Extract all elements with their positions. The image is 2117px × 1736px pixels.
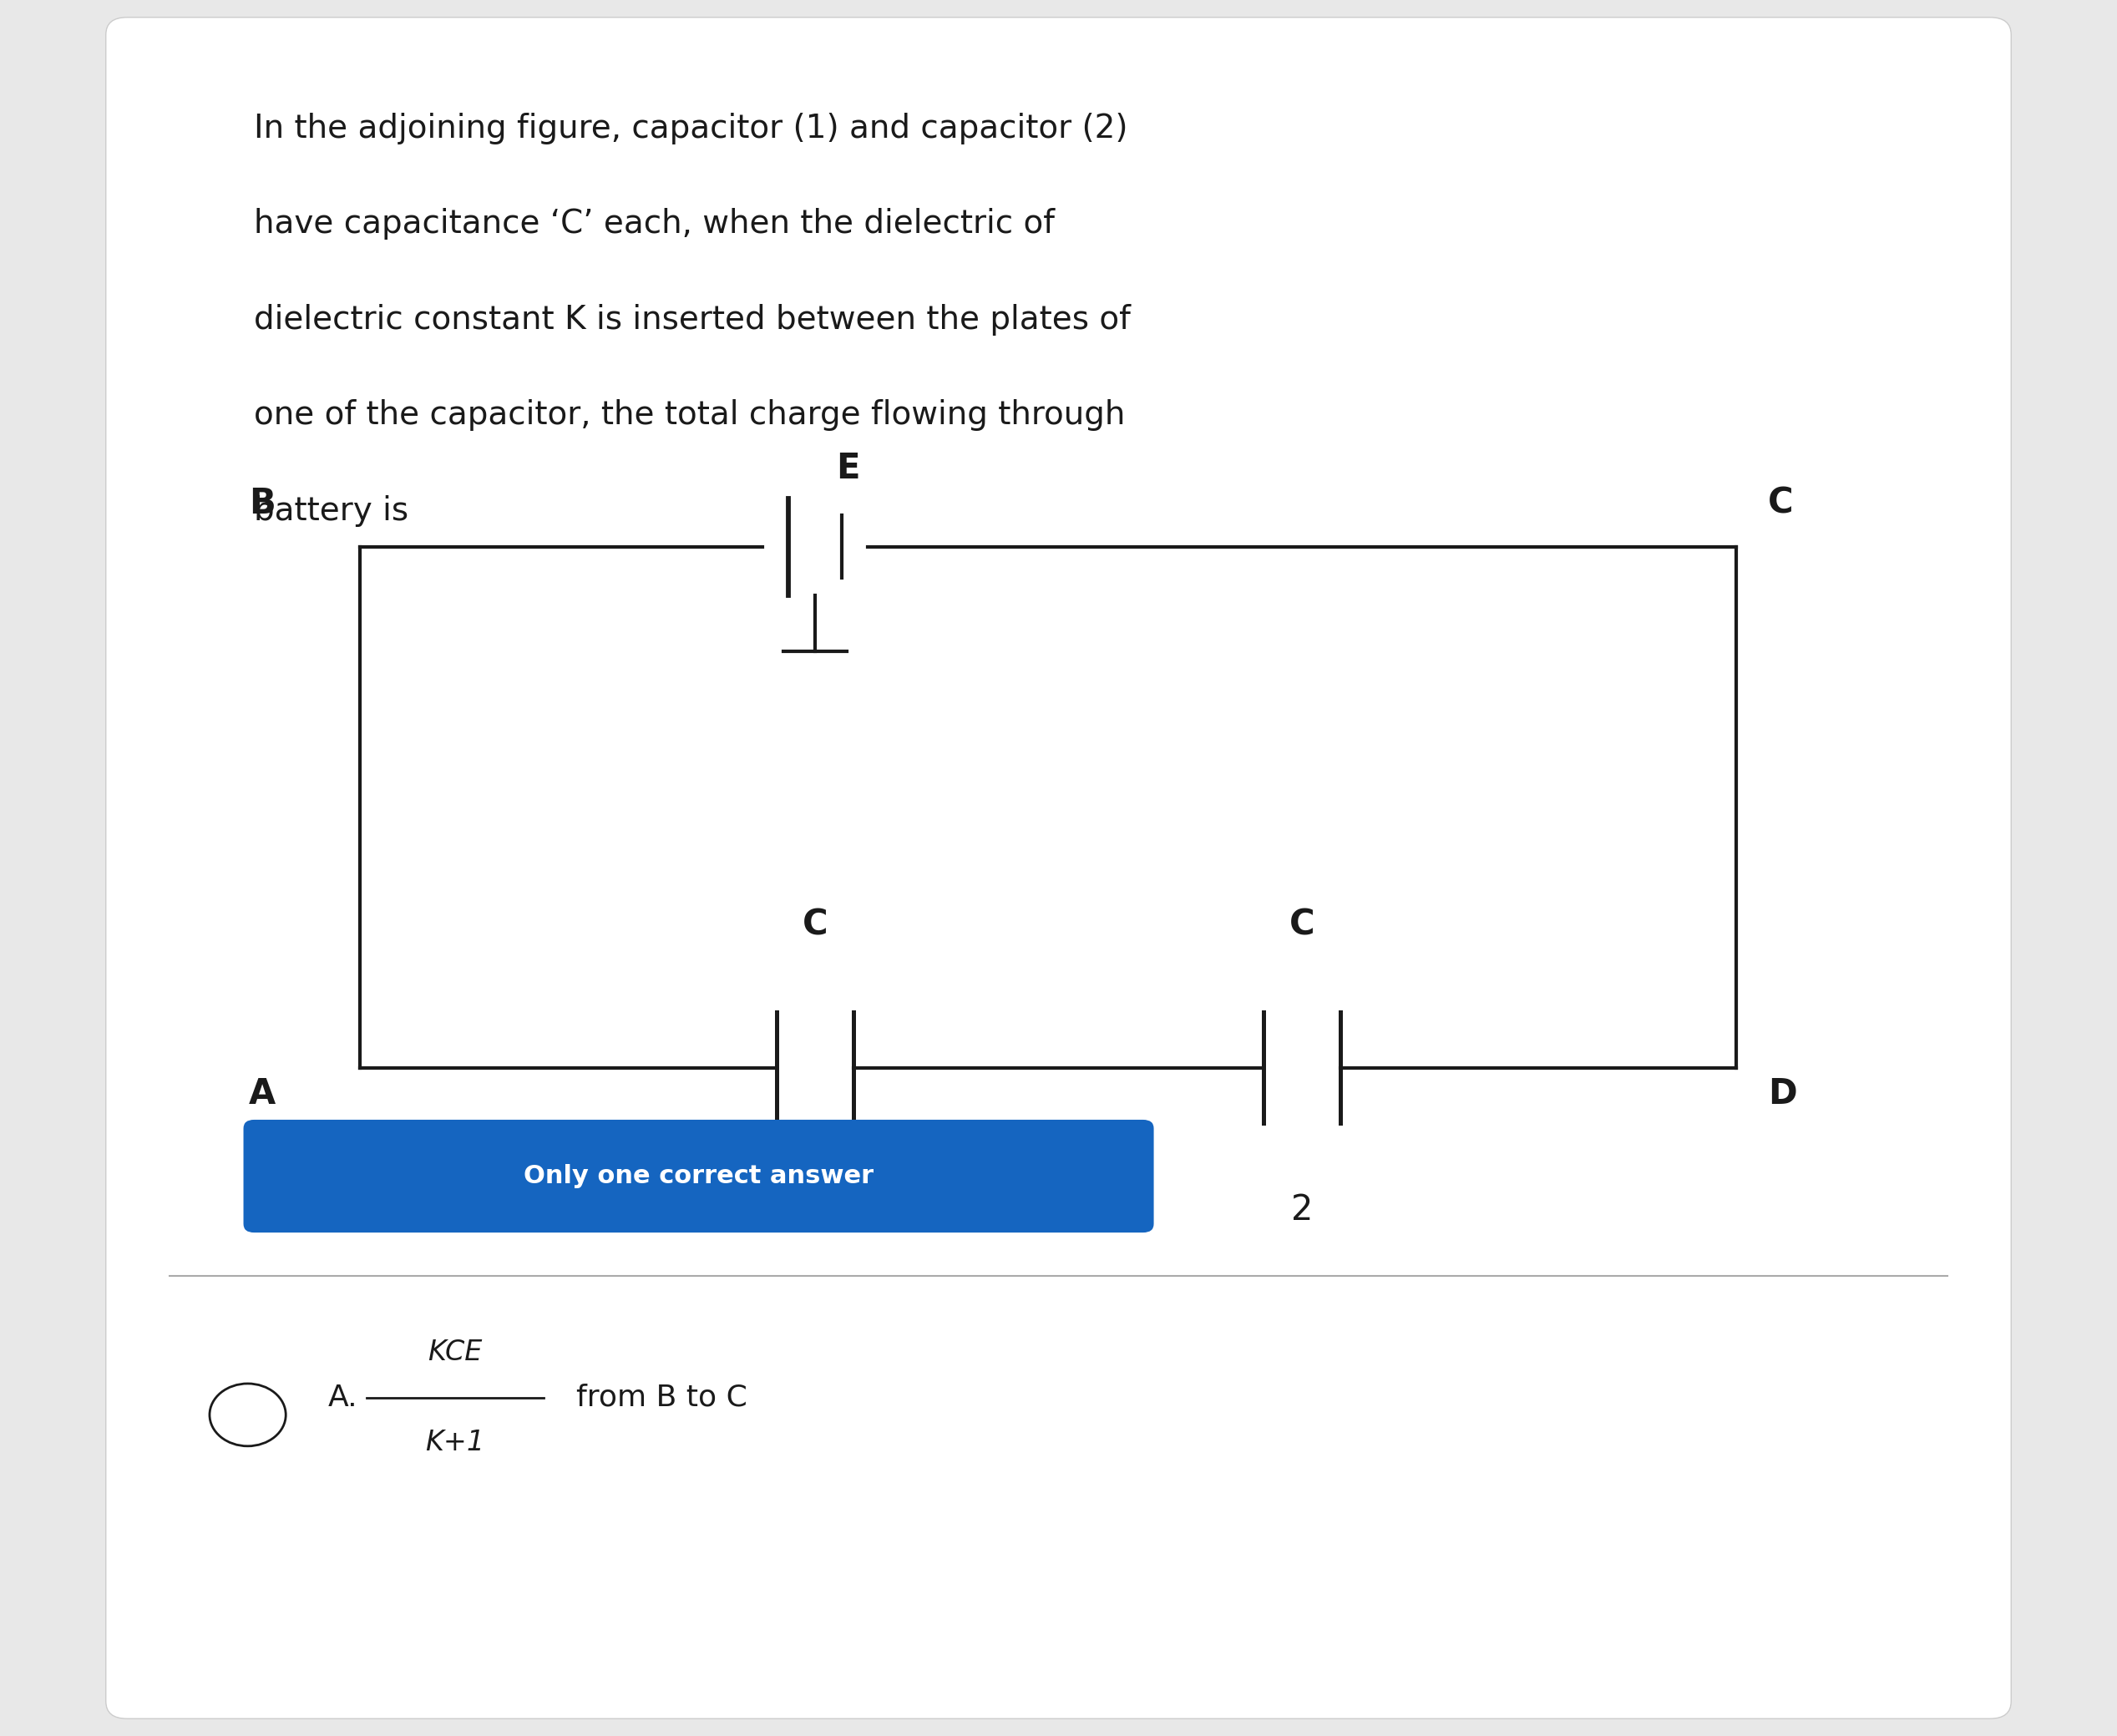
- Text: A.: A.: [328, 1384, 358, 1411]
- Text: battery is: battery is: [254, 495, 409, 526]
- Text: from B to C: from B to C: [576, 1384, 747, 1411]
- Text: B: B: [248, 486, 275, 521]
- Text: Only one correct answer: Only one correct answer: [523, 1165, 874, 1187]
- Text: A: A: [248, 1076, 275, 1111]
- Text: C: C: [1768, 486, 1793, 521]
- FancyBboxPatch shape: [106, 17, 2011, 1719]
- Text: one of the capacitor, the total charge flowing through: one of the capacitor, the total charge f…: [254, 399, 1126, 431]
- Text: E: E: [836, 451, 860, 486]
- Text: 1: 1: [804, 1193, 826, 1227]
- Text: D: D: [1768, 1076, 1797, 1111]
- FancyBboxPatch shape: [243, 1120, 1154, 1233]
- Text: C: C: [1289, 908, 1315, 943]
- Text: have capacitance ‘C’ each, when the dielectric of: have capacitance ‘C’ each, when the diel…: [254, 208, 1054, 240]
- Text: KCE: KCE: [428, 1338, 483, 1366]
- Text: K+1: K+1: [426, 1429, 485, 1457]
- Text: In the adjoining figure, capacitor (1) and capacitor (2): In the adjoining figure, capacitor (1) a…: [254, 113, 1128, 144]
- Text: dielectric constant K is inserted between the plates of: dielectric constant K is inserted betwee…: [254, 304, 1130, 335]
- Text: 2: 2: [1291, 1193, 1313, 1227]
- Text: C: C: [802, 908, 828, 943]
